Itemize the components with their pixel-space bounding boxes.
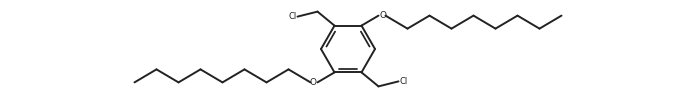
Text: Cl: Cl [288, 12, 297, 21]
Text: O: O [379, 11, 386, 20]
Text: Cl: Cl [400, 77, 407, 86]
Text: O: O [309, 78, 316, 87]
